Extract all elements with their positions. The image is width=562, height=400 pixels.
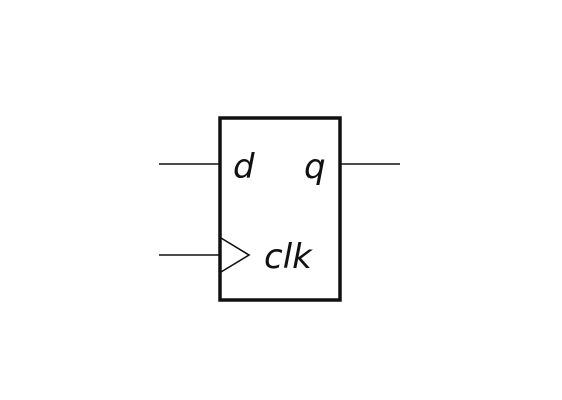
clk-pin-label: clk — [264, 237, 313, 277]
flip-flop-box — [218, 116, 342, 302]
d-pin-label: d — [233, 147, 255, 187]
clock-edge-triangle — [220, 237, 251, 273]
q-pin-label: q — [304, 147, 326, 187]
